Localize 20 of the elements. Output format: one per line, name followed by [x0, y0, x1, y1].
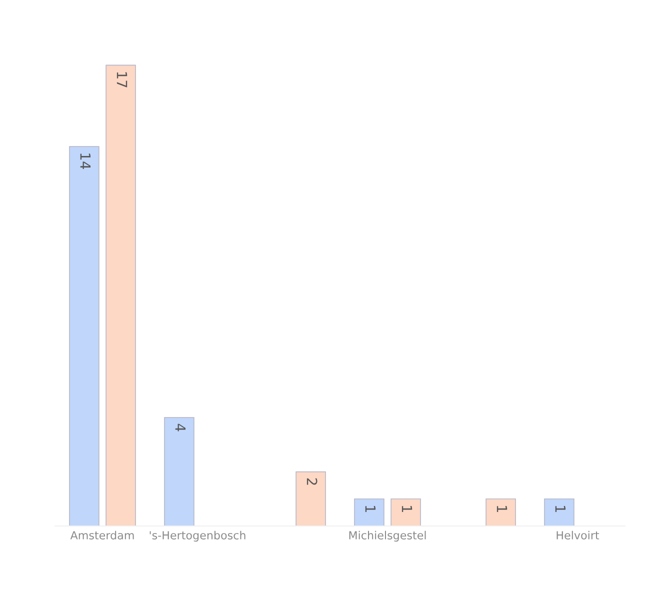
- data-label: 4: [175, 424, 186, 432]
- x-tick-label: Helvoirt: [556, 530, 600, 540]
- data-label: 1: [365, 506, 376, 512]
- bar: [486, 498, 516, 526]
- bar: [164, 417, 194, 526]
- bar: [354, 498, 384, 526]
- bar: [544, 498, 574, 526]
- data-label: 1: [555, 506, 566, 512]
- data-label: 17: [116, 72, 128, 88]
- bar: [296, 471, 326, 526]
- bar: [390, 498, 421, 526]
- data-label: 1: [402, 506, 412, 512]
- data-label: 14: [80, 154, 91, 169]
- data-label: 1: [496, 506, 508, 512]
- x-tick-label: 's-Hertogenbosch: [150, 530, 246, 542]
- data-label: 2: [306, 478, 318, 485]
- x-tick-label: Michielsgestel: [349, 530, 426, 542]
- x-tick-label: Amsterdam: [70, 530, 134, 540]
- bar: [106, 64, 136, 526]
- bar: [69, 146, 100, 526]
